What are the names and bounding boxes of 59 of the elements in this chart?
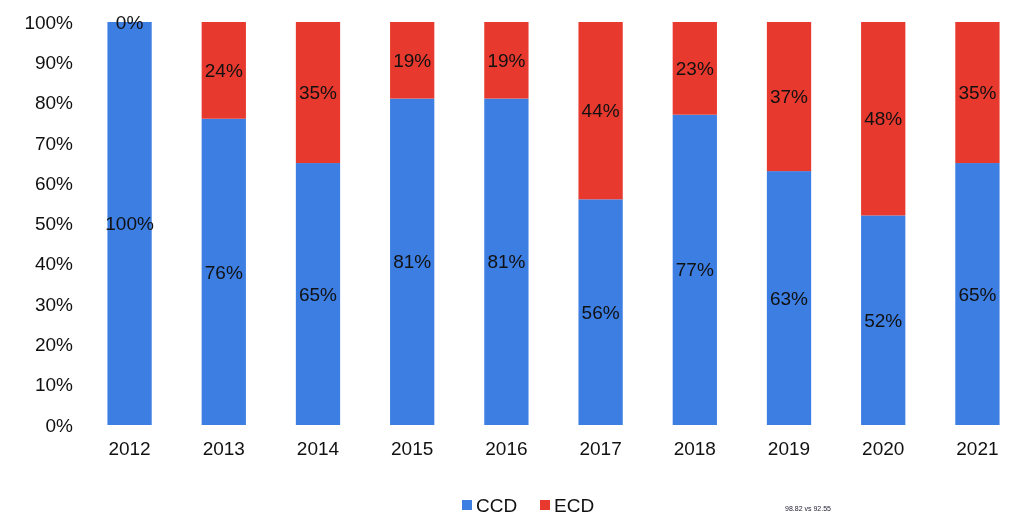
- bar: [295, 22, 341, 164]
- data-label: 76%: [204, 261, 243, 283]
- data-label: 56%: [581, 301, 620, 323]
- data-label: 24%: [204, 60, 243, 82]
- data-label: 65%: [298, 283, 338, 305]
- y-tick-label: 70%: [34, 132, 74, 154]
- y-tick-label: 20%: [34, 334, 74, 356]
- data-label: 77%: [675, 259, 714, 281]
- bar: [578, 199, 623, 425]
- bar: [766, 22, 812, 172]
- data-label: 19%: [393, 49, 432, 71]
- y-tick-label: 40%: [34, 253, 74, 275]
- legend-label: ECD: [554, 494, 595, 514]
- y-tick-label: 0%: [45, 414, 74, 436]
- x-tick-label: 2019: [767, 438, 811, 459]
- bar: [201, 22, 246, 119]
- x-tick-label: 2015: [391, 438, 434, 459]
- x-tick-label: 2014: [296, 438, 340, 459]
- data-label: 23%: [675, 58, 714, 79]
- bar: [201, 118, 246, 425]
- data-label: 35%: [958, 82, 997, 104]
- bar: [295, 163, 341, 425]
- data-label: 35%: [298, 82, 338, 104]
- data-label: 65%: [958, 283, 997, 305]
- bar: [861, 215, 906, 425]
- y-tick-label: 80%: [34, 92, 74, 114]
- bar: [484, 22, 529, 99]
- bar: [861, 22, 906, 216]
- y-tick-label: 60%: [34, 172, 74, 194]
- bar: [390, 22, 435, 99]
- y-tick-label: 30%: [34, 293, 74, 315]
- bar: [955, 163, 1000, 425]
- x-tick-label: 2017: [579, 438, 622, 459]
- data-label: 63%: [770, 287, 809, 309]
- x-tick-label: 2016: [485, 438, 528, 459]
- legend-label: CCD: [476, 494, 518, 514]
- data-label: 44%: [581, 100, 620, 122]
- data-label: 81%: [487, 251, 526, 273]
- bar: [672, 22, 717, 115]
- data-label: 48%: [864, 108, 903, 130]
- data-label: 19%: [487, 49, 526, 71]
- x-tick-label: 2020: [862, 438, 905, 459]
- y-tick-label: 90%: [34, 51, 74, 73]
- y-tick-label: 100%: [24, 11, 74, 33]
- data-label: 52%: [864, 309, 903, 331]
- y-tick-label: 10%: [34, 374, 74, 396]
- data-label: 81%: [393, 251, 432, 273]
- data-label: 37%: [770, 86, 809, 108]
- y-tick-label: 50%: [34, 213, 74, 235]
- x-tick-label: 2021: [956, 438, 999, 459]
- bar: [955, 22, 1000, 164]
- bar: [672, 114, 717, 425]
- bar: [578, 22, 623, 200]
- bar: [766, 171, 812, 425]
- x-tick-label: 2012: [108, 438, 151, 459]
- bar: [484, 98, 529, 425]
- x-tick-label: 2018: [673, 438, 716, 459]
- x-tick-label: 2013: [202, 438, 245, 459]
- bar: [390, 98, 435, 425]
